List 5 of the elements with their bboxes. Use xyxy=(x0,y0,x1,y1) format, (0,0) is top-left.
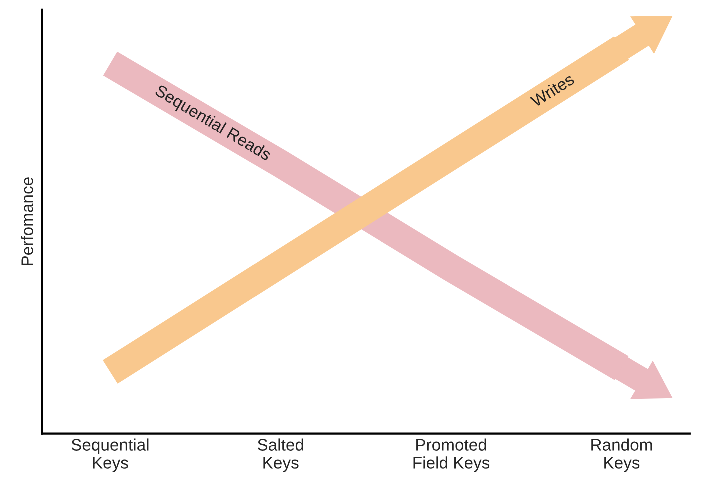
x-tick-label: Sequential Keys xyxy=(72,438,149,472)
x-tick-label: Promoted Field Keys xyxy=(414,438,490,472)
y-axis-title: Perfomance xyxy=(21,178,34,266)
x-tick-label: Salted Keys xyxy=(258,438,304,472)
x-tick-label: Random Keys xyxy=(592,438,652,472)
